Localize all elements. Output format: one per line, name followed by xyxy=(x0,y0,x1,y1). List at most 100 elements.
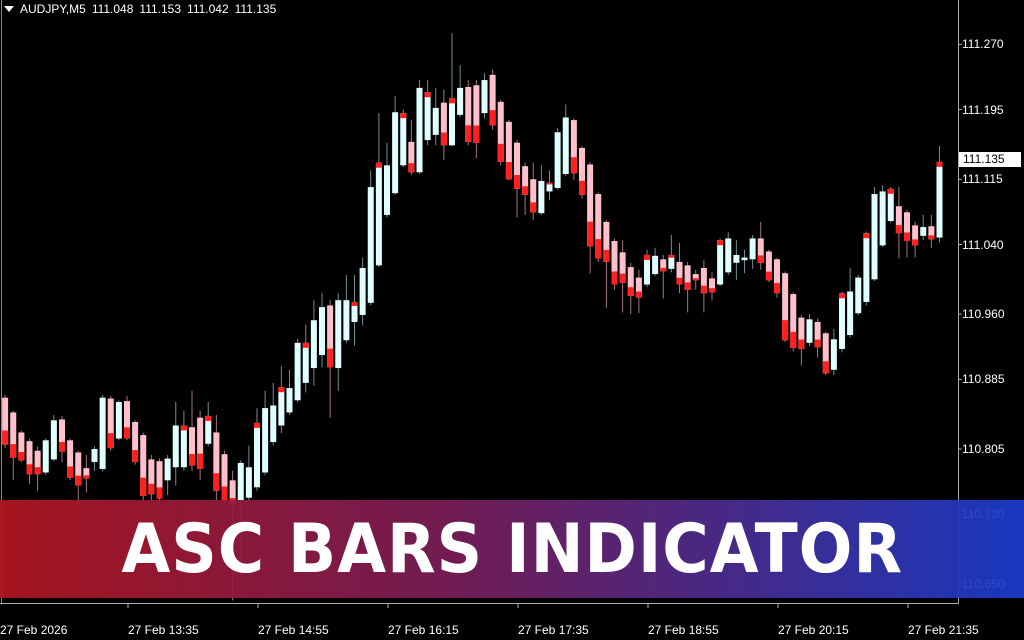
candle xyxy=(432,87,439,146)
dropdown-triangle-icon[interactable] xyxy=(4,6,14,12)
time-tick-label: 27 Feb 21:35 xyxy=(908,623,979,637)
price-tick-label: 111.040 xyxy=(962,237,1004,252)
candle xyxy=(213,415,220,501)
candle-signal xyxy=(75,475,82,486)
candle-signal xyxy=(327,348,334,368)
candle-signal xyxy=(928,235,935,240)
candle xyxy=(99,395,106,472)
candle-signal xyxy=(221,486,228,501)
candle xyxy=(262,390,269,476)
candle xyxy=(822,331,829,376)
low-value: 111.042 xyxy=(187,2,229,16)
candle-signal xyxy=(497,143,504,162)
candle-body xyxy=(505,121,512,180)
candle xyxy=(270,382,277,446)
candle-signal xyxy=(603,249,610,262)
candle-body xyxy=(830,339,837,370)
candle-signal xyxy=(570,157,577,174)
candle xyxy=(335,293,342,391)
candle xyxy=(10,410,17,481)
candle xyxy=(400,109,407,168)
candle-signal xyxy=(782,320,789,341)
candle-signal xyxy=(83,475,90,479)
candle xyxy=(319,293,325,368)
candle-body xyxy=(741,257,748,261)
candle-body xyxy=(473,85,480,143)
candle-body xyxy=(871,194,878,280)
candle xyxy=(327,300,334,418)
candle-body xyxy=(855,277,862,314)
candle-body xyxy=(262,408,269,473)
chart-header: AUDJPY,M5 111.048 111.153 111.042 111.13… xyxy=(4,2,276,16)
candle-body xyxy=(91,448,98,463)
candle-body xyxy=(774,259,780,294)
candle xyxy=(408,120,415,175)
candle xyxy=(42,438,49,476)
candle-body xyxy=(34,450,41,475)
candle xyxy=(148,455,155,501)
candle xyxy=(774,257,780,298)
time-tick-label: 27 Feb 13:35 xyxy=(128,623,199,637)
candle-body xyxy=(562,117,569,175)
candle-signal xyxy=(67,466,74,478)
candle-signal xyxy=(465,125,472,142)
candle-signal xyxy=(449,98,455,104)
candle-body xyxy=(132,422,139,463)
candle xyxy=(384,142,390,218)
candle-body xyxy=(887,188,894,222)
candle-signal xyxy=(936,161,943,167)
candle-signal xyxy=(205,415,212,421)
banner-title: ASC BARS INDICATOR xyxy=(121,509,903,589)
candle xyxy=(595,192,602,262)
candle-body xyxy=(928,226,935,240)
candle xyxy=(936,146,943,243)
candle-body xyxy=(148,459,155,495)
candle-body xyxy=(912,225,919,246)
candle-body xyxy=(205,415,212,444)
candle-signal xyxy=(660,267,667,272)
candle-body xyxy=(18,432,25,461)
open-value: 111.048 xyxy=(91,2,134,16)
candle xyxy=(107,395,114,451)
candle xyxy=(635,269,642,314)
candle-signal xyxy=(59,441,65,452)
candle xyxy=(570,118,577,181)
candle xyxy=(221,450,228,506)
candle-signal xyxy=(579,180,585,195)
candle-body xyxy=(717,240,724,285)
candle-body xyxy=(140,435,147,496)
candle-body xyxy=(652,255,659,275)
candle xyxy=(912,221,919,258)
candle-body xyxy=(530,179,537,213)
candle-body xyxy=(213,432,220,491)
candle-signal xyxy=(717,240,724,246)
candle xyxy=(75,450,82,509)
candle-signal xyxy=(627,287,634,296)
candle-signal xyxy=(757,255,764,263)
candle-body xyxy=(546,182,553,192)
candle-body xyxy=(221,454,228,501)
candle xyxy=(920,214,927,241)
candle-body xyxy=(635,277,642,298)
candle xyxy=(91,446,98,471)
candle-body xyxy=(668,254,675,269)
time-tick-label: 27 Feb 14:55 xyxy=(258,623,329,637)
price-tick-label: 111.115 xyxy=(962,172,1003,187)
candle xyxy=(115,400,122,441)
candle-signal xyxy=(351,301,358,306)
candle-body xyxy=(392,112,399,194)
candle-signal xyxy=(180,425,187,431)
candle xyxy=(416,80,423,175)
candle xyxy=(928,214,935,248)
candle-body xyxy=(798,317,805,349)
candle-signal xyxy=(619,273,626,283)
candle xyxy=(197,410,204,481)
candle xyxy=(538,165,545,215)
candle-signal xyxy=(684,282,691,290)
candle-signal xyxy=(189,454,195,466)
candle-body xyxy=(790,294,797,349)
time-tick-label: 27 Feb 16:15 xyxy=(388,623,459,637)
candle-body xyxy=(286,388,293,413)
candle-body xyxy=(879,191,886,246)
